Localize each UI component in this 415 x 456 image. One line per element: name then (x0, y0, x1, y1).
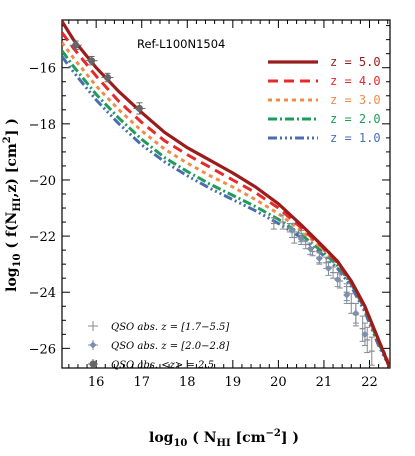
x-tick-label: 16 (88, 375, 105, 390)
series-line (62, 41, 390, 366)
obs-point (361, 330, 369, 338)
x-tick-label: 21 (316, 375, 333, 390)
obs-point (288, 226, 296, 234)
legend-label: z = 1.0 (330, 131, 381, 145)
obs-legend-marker (89, 360, 97, 368)
axis-ticks: 16 17 18 19 20 21 22 −16 −18 −20 −22 −24 −26 (29, 20, 390, 390)
obs-legend-label: QSO abs. z = [1.7−5.5] (111, 322, 229, 333)
legend: z = 5.0 z = 4.0 z = 3.0 z = 2.0 z = 1.0 (268, 55, 381, 145)
obs-point (315, 255, 323, 263)
obs-legend-marker (89, 341, 97, 349)
legend-label: z = 5.0 (330, 55, 381, 69)
x-axis-title: log10 ( NHI [cm−2] ) (149, 428, 299, 449)
observations-legend: QSO abs. z = [1.7−5.5] QSO abs. z = [2.0−… (88, 321, 229, 371)
plot-frame (61, 19, 391, 369)
y-tick-label: −24 (29, 286, 56, 301)
observations-layer (69, 40, 375, 366)
annotation-run: Ref-L100N1504 (137, 37, 225, 51)
obs-legend-label: QSO abs. <z> = 2.5 (111, 360, 214, 371)
series-line (62, 20, 390, 368)
x-tick-label: 20 (270, 375, 287, 390)
obs-point (306, 245, 314, 253)
y-axis-title: log10 ( f(NHI,z) [cm2] ) (2, 118, 23, 292)
legend-label: z = 4.0 (330, 74, 381, 88)
x-tick-label: 18 (179, 375, 196, 390)
obs-point (352, 309, 360, 317)
obs-point (334, 276, 342, 284)
series-layer (62, 20, 390, 368)
obs-point (343, 291, 351, 299)
x-tick-label: 17 (133, 375, 150, 390)
y-tick-label: −16 (29, 62, 56, 77)
y-tick-label: −20 (29, 174, 56, 189)
legend-label: z = 3.0 (330, 93, 381, 107)
x-tick-label: 19 (225, 375, 242, 390)
x-tick-label: 22 (361, 375, 378, 390)
legend-label: z = 2.0 (330, 112, 381, 126)
obs-point (297, 235, 305, 243)
y-tick-label: −18 (29, 118, 56, 133)
obs-point (325, 264, 332, 272)
y-tick-label: −22 (29, 230, 56, 245)
obs-legend-label: QSO abs. z = [2.0−2.8] (111, 341, 229, 352)
y-tick-label: −26 (29, 342, 56, 357)
series-line (62, 55, 390, 368)
